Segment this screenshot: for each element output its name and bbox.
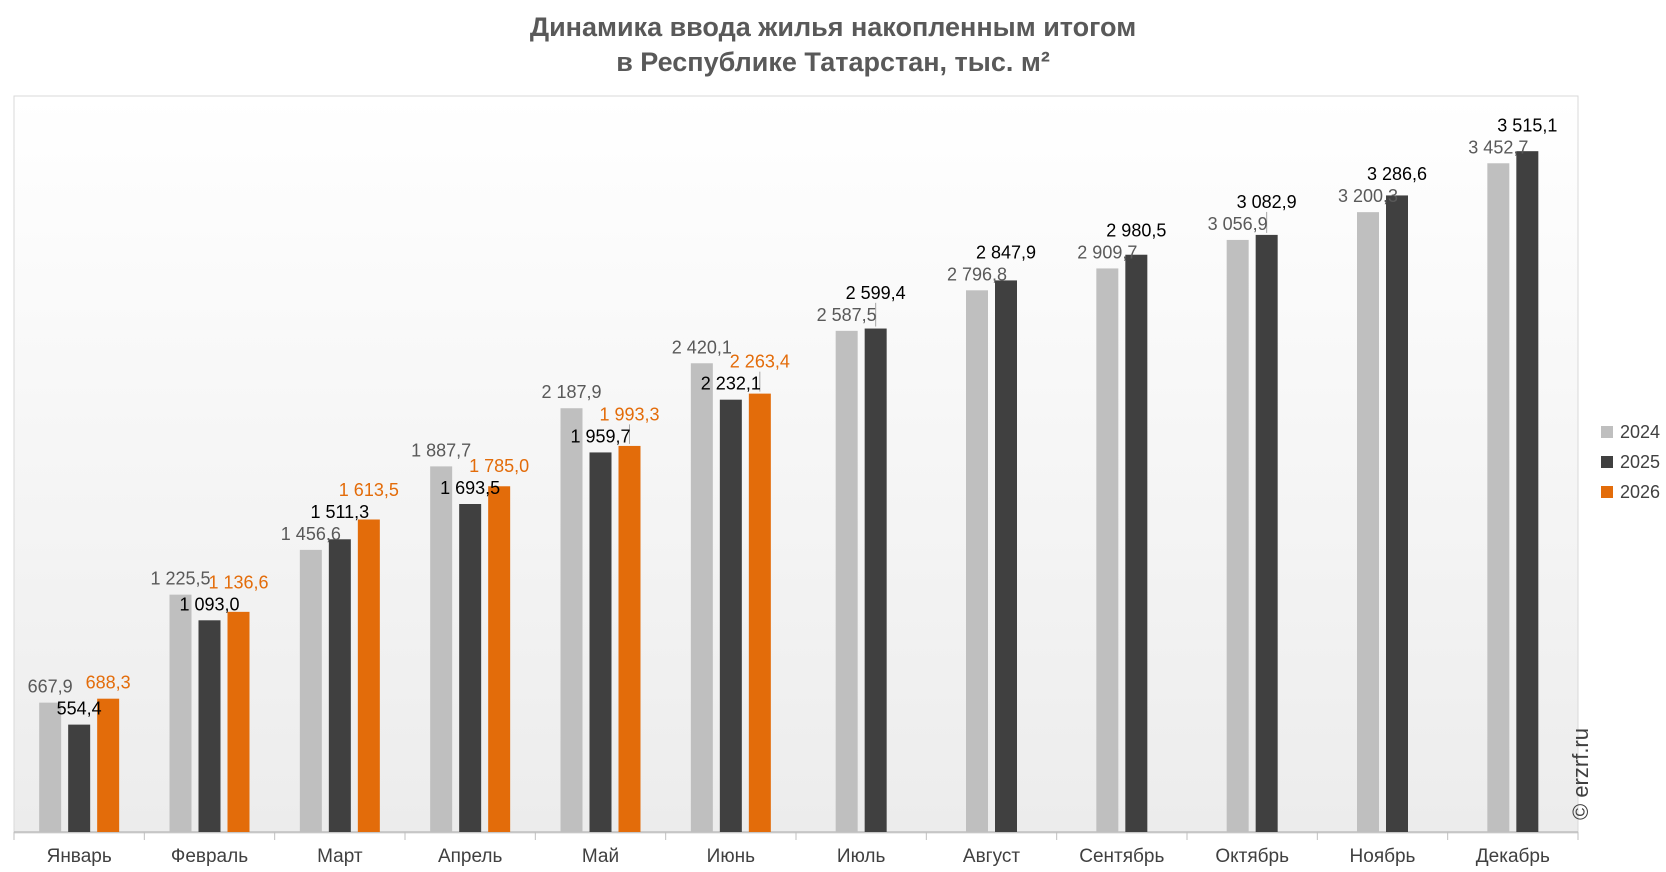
bar-2024-6 [690, 363, 713, 832]
legend-label-2025: 2025 [1620, 452, 1660, 472]
data-label-2024-7: 2 587,5 [817, 305, 877, 325]
bar-2026-6 [748, 393, 771, 832]
category-label: Сентябрь [1079, 846, 1164, 867]
label-leader-lines [629, 211, 1268, 444]
bar-2025-11 [1386, 195, 1408, 832]
bars [39, 151, 1539, 833]
bar-2025-9 [1125, 254, 1148, 832]
bar-2024-10 [1226, 239, 1249, 832]
bar-2024-4 [430, 466, 453, 832]
data-label-2025-12: 3 515,1 [1497, 115, 1557, 135]
bar-2025-3 [328, 539, 351, 832]
bar-2025-10 [1255, 234, 1278, 833]
chart-title-line-1: Динамика ввода жилья накопленным итогом [529, 12, 1137, 42]
bar-2026-4 [488, 486, 511, 832]
bar-2024-2 [169, 594, 192, 832]
data-label-2024-2: 1 225,5 [150, 569, 210, 589]
chart-title: Динамика ввода жилья накопленным итогом … [0, 10, 1666, 80]
data-label-2024-9: 2 909,7 [1077, 242, 1137, 262]
data-label-2024-1: 667,9 [28, 677, 73, 697]
data-label-2024-10: 3 056,9 [1208, 214, 1268, 234]
bar-2025-1 [68, 724, 91, 832]
data-label-2024-4: 1 887,7 [411, 440, 471, 460]
bar-2026-5 [618, 445, 641, 832]
bar-2025-5 [589, 452, 612, 832]
category-label: Январь [47, 846, 112, 867]
legend-swatch-2025 [1601, 456, 1613, 468]
plot-area [13, 95, 1579, 834]
bar-2024-12 [1487, 163, 1510, 832]
category-label: Июнь [707, 846, 755, 867]
data-label-2024-11: 3 200,3 [1338, 186, 1398, 206]
bar-2024-11 [1357, 212, 1379, 833]
bar-2026-3 [357, 519, 380, 832]
category-label: Март [317, 846, 363, 867]
copyright-text: © erzrf.ru [1568, 728, 1593, 820]
bar-2024-9 [1096, 268, 1119, 833]
category-label: Апрель [438, 846, 503, 867]
data-label-2025-4: 1 693,5 [440, 478, 500, 498]
bar-2025-8 [995, 280, 1017, 832]
data-label-2025-8: 2 847,9 [976, 242, 1036, 262]
category-labels: Январь Февраль Март Апрель Май Июнь Июль Август… [47, 846, 1550, 867]
category-label: Февраль [171, 846, 248, 867]
bar-2024-3 [299, 549, 322, 832]
bar-2024-1 [39, 702, 62, 832]
category-label: Октябрь [1215, 846, 1289, 867]
bar-2025-4 [459, 503, 482, 832]
chart-title-line-2: в Республике Татарстан, тыс. м² [616, 47, 1050, 77]
data-label-2026-4: 1 785,0 [469, 456, 529, 476]
data-label-2026-5: 1 993,3 [599, 404, 659, 424]
data-label-2025-7: 2 599,4 [846, 283, 906, 303]
data-label-2025-3: 1 511,3 [310, 502, 369, 522]
legend-swatch-2024 [1601, 426, 1613, 438]
legend-label-2026: 2026 [1620, 482, 1660, 502]
data-label-2026-6: 2 263,4 [730, 352, 790, 372]
data-label-2026-2: 1 136,6 [208, 572, 268, 592]
legend: 2024 2025 2026 [1601, 422, 1660, 502]
bar-2025-2 [198, 620, 221, 832]
data-label-2025-1: 554,4 [57, 699, 102, 719]
bar-2025-12 [1516, 151, 1539, 832]
category-label: Ноябрь [1350, 846, 1416, 867]
category-label: Декабрь [1476, 846, 1550, 867]
data-label-2024-6: 2 420,1 [672, 337, 732, 357]
bar-2026-1 [97, 698, 120, 832]
bar-2025-7 [864, 328, 887, 832]
x-axis-ticks [13, 832, 1579, 840]
category-label: Июль [837, 846, 886, 867]
data-label-2024-8: 2 796,8 [947, 264, 1007, 284]
data-label-2025-6: 2 232,1 [701, 374, 761, 394]
legend-label-2024: 2024 [1620, 422, 1660, 442]
bar-2024-7 [835, 330, 858, 832]
data-label-2026-3: 1 613,5 [339, 480, 399, 500]
data-label-2025-2: 1 093,0 [179, 594, 239, 614]
category-label: Май [582, 846, 619, 867]
data-label-2026-1: 688,3 [86, 673, 131, 693]
legend-swatch-2026 [1601, 486, 1613, 498]
bar-2024-5 [560, 408, 583, 832]
data-label-2024-12: 3 452,7 [1468, 137, 1528, 157]
data-label-2024-3: 1 456,6 [281, 524, 341, 544]
bar-2026-2 [227, 611, 250, 832]
data-label-2025-9: 2 980,5 [1106, 220, 1166, 240]
data-label-2025-11: 3 286,6 [1367, 164, 1427, 184]
bar-2024-8 [966, 290, 988, 833]
data-label-2025-5: 1 959,7 [570, 426, 630, 446]
bar-2025-6 [719, 399, 742, 832]
category-label: Август [963, 846, 1020, 867]
data-label-2025-10: 3 082,9 [1237, 192, 1297, 212]
data-label-2024-5: 2 187,9 [541, 382, 601, 402]
